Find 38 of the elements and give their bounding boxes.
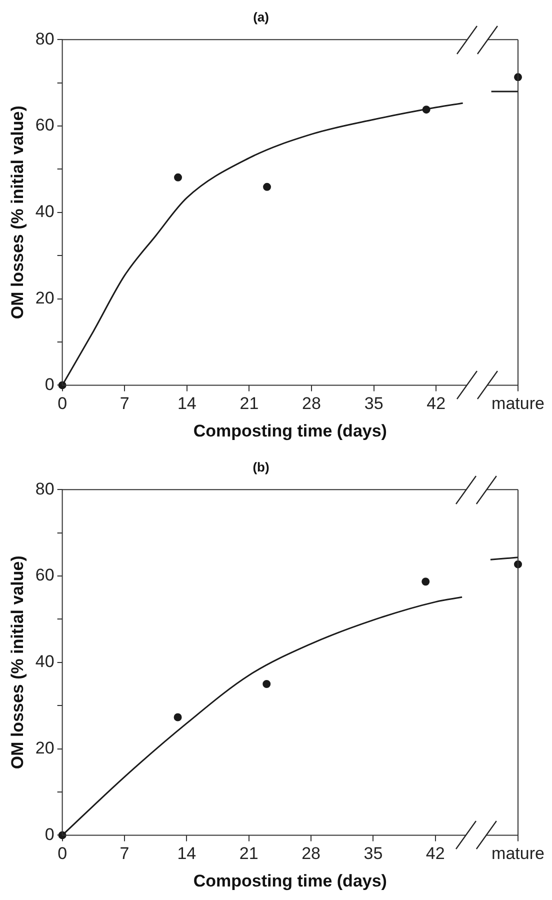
y-tick-label: 60 — [35, 116, 54, 135]
x-tick-label: 0 — [58, 394, 68, 414]
x-tick-label: 42 — [426, 394, 446, 414]
point — [174, 713, 182, 722]
x-tick-label: 21 — [240, 394, 259, 414]
x-tick-label: 0 — [58, 844, 68, 864]
y-tick-label: 40 — [35, 202, 54, 222]
x-tick-label: 14 — [177, 394, 196, 414]
x-tick-label: 28 — [302, 394, 321, 414]
x-tick-label: mature — [492, 844, 544, 864]
point — [174, 173, 182, 182]
point — [262, 680, 271, 688]
y-tick-label: 60 — [35, 566, 54, 585]
chart-title: (a) — [253, 9, 269, 24]
x-tick-label: 7 — [120, 394, 130, 414]
point — [263, 182, 272, 191]
point — [422, 578, 430, 586]
x-tick-label: 35 — [364, 394, 384, 414]
x-axis-title: Composting time (days) — [193, 421, 387, 440]
x-axis-title: Composting time (days) — [193, 871, 387, 890]
point — [422, 106, 430, 114]
y-tick-label: 80 — [35, 29, 54, 48]
y-tick-label: 20 — [35, 288, 54, 308]
x-tick-label: 21 — [239, 844, 258, 864]
y-tick-label: 20 — [35, 738, 54, 758]
x-tick-label: 35 — [364, 844, 383, 864]
chart-title: (b) — [252, 459, 270, 474]
y-tick-label: 0 — [44, 374, 54, 394]
x-tick-label: 14 — [177, 844, 196, 864]
x-tick-label: 42 — [426, 844, 445, 864]
y-axis-title: OM losses (% initial value) — [8, 106, 27, 320]
y-tick-label: 80 — [35, 479, 54, 498]
x-tick-label: 7 — [120, 844, 130, 864]
x-tick-label: mature — [492, 394, 544, 414]
x-tick-label: 28 — [302, 844, 320, 864]
y-tick-label: 40 — [35, 652, 54, 672]
y-axis-title: OM losses (% initial value) — [8, 556, 27, 770]
y-tick-label: 0 — [44, 824, 54, 844]
